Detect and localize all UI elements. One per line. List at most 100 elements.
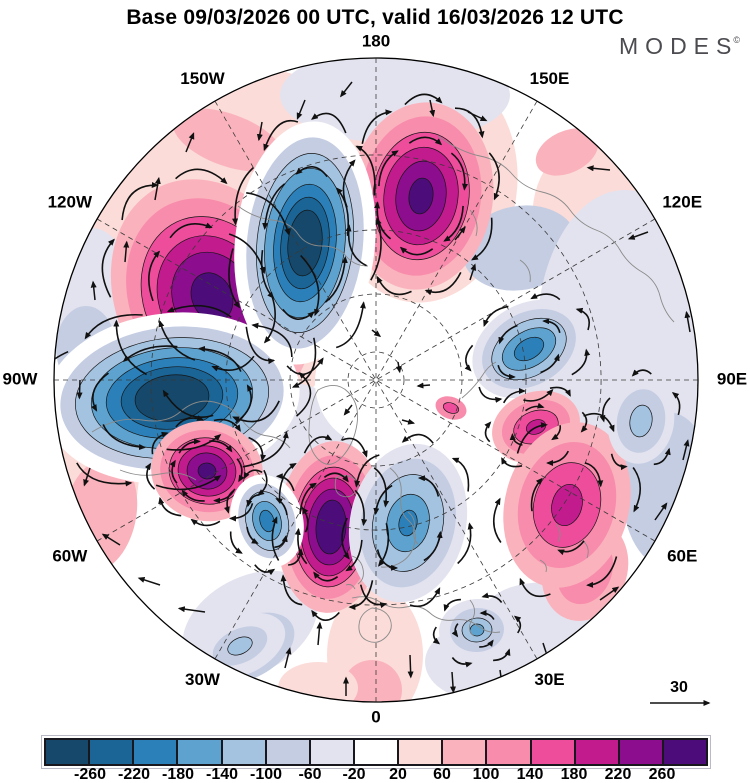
colorbar-cell xyxy=(619,740,664,764)
colorbar-cell xyxy=(46,740,91,764)
colorbar-cell xyxy=(531,740,576,764)
wind-arrow xyxy=(376,549,399,571)
wind-arrow xyxy=(232,400,280,423)
wind-arrow xyxy=(401,418,416,425)
wind-arrow xyxy=(291,337,317,388)
wind-arrow xyxy=(632,467,642,513)
wind-arrow xyxy=(498,324,518,345)
longitude-label: 60E xyxy=(667,546,697,565)
wind-arrow xyxy=(484,421,492,443)
wind-arrow xyxy=(377,522,390,567)
wind-arrow xyxy=(513,615,522,634)
wind-arrow xyxy=(627,231,649,240)
anomaly-contour xyxy=(227,636,253,656)
wind-arrow xyxy=(584,462,604,488)
colorbar-cell xyxy=(354,740,400,764)
wind-arrow xyxy=(178,438,201,454)
wind-arrow xyxy=(275,473,295,492)
anomaly-contour xyxy=(629,404,653,438)
wind-arrow xyxy=(488,152,500,201)
polar-map: 180 150W 120W 90W 60W 30W 0 30E 60E 90E 120E 150E 30 xyxy=(3,31,748,726)
anomaly-contour xyxy=(315,499,347,555)
longitude-label: 150W xyxy=(180,69,225,88)
wind-arrow xyxy=(361,109,393,144)
longitude-label: 120W xyxy=(48,193,93,212)
colorbar-tick-label: 60 xyxy=(433,766,451,783)
wind-arrow xyxy=(190,518,221,527)
wind-arrow xyxy=(525,402,545,412)
wind-arrow xyxy=(175,415,205,428)
wind-arrow xyxy=(91,372,109,412)
wind-arrows xyxy=(54,81,698,696)
wind-arrow xyxy=(313,571,339,582)
wind-arrow xyxy=(324,256,348,303)
wind-arrow xyxy=(236,458,245,483)
wind-arrow xyxy=(479,639,494,648)
wind-arrow xyxy=(84,313,143,340)
coastline xyxy=(461,361,497,399)
modes-logo-text: MODES xyxy=(619,33,739,59)
wind-arrow xyxy=(404,93,443,106)
longitude-label: 90E xyxy=(717,369,747,388)
wind-arrow xyxy=(378,150,399,187)
wind-arrow xyxy=(296,99,306,120)
wind-arrow xyxy=(169,459,178,484)
wind-arrow xyxy=(464,344,474,372)
longitude-label: 30W xyxy=(185,670,221,689)
wind-arrow xyxy=(371,329,382,338)
colorbar-tick-label: 220 xyxy=(604,766,632,783)
wind-arrow xyxy=(354,454,380,488)
wind-arrow xyxy=(83,467,91,487)
wind-arrow xyxy=(246,494,260,508)
wind-arrow xyxy=(262,183,286,230)
wind-arrow xyxy=(497,364,516,380)
wind-arrow xyxy=(155,475,222,491)
wind-arrow xyxy=(311,609,340,621)
wind-arrow xyxy=(492,497,502,543)
wind-arrow xyxy=(101,238,115,298)
wind-arrow xyxy=(148,250,161,302)
map-boundary xyxy=(53,57,699,703)
copyright-icon: © xyxy=(733,35,740,45)
wind-arrow xyxy=(417,475,440,497)
colorbar-ticks: -260 -220 -180 -140 -100 -60 -20 20 60 100 140 180 2… xyxy=(44,766,708,783)
colorbar-cell xyxy=(178,740,223,764)
wind-arrow xyxy=(401,433,434,444)
coastline xyxy=(91,400,291,449)
colorbar-cell xyxy=(443,740,488,764)
wind-arrow xyxy=(295,166,328,178)
wind-arrow xyxy=(301,506,309,533)
wind-arrow xyxy=(467,111,488,122)
wind-arrow xyxy=(471,217,493,261)
coastline xyxy=(358,607,392,643)
colorbar-cell xyxy=(487,740,532,764)
longitude-label: 150E xyxy=(530,69,570,88)
wind-arrow xyxy=(211,355,255,372)
wind-arrow xyxy=(303,434,333,454)
coastlines xyxy=(91,135,675,643)
wind-arrow xyxy=(288,548,304,566)
wind-arrow xyxy=(275,498,288,516)
wind-arrow xyxy=(481,592,503,603)
wind-arrow xyxy=(246,192,291,236)
wind-arrow xyxy=(339,81,353,98)
wind-arrow xyxy=(354,489,368,527)
wind-arrow xyxy=(450,671,457,694)
coastline xyxy=(469,599,475,637)
coastline xyxy=(437,135,675,323)
wind-arrow xyxy=(355,145,376,196)
wind-arrow xyxy=(546,450,570,466)
wind-arrow xyxy=(540,353,560,374)
wind-arrow xyxy=(423,530,443,562)
wind-arrow xyxy=(280,574,303,606)
wind-arrow xyxy=(395,361,402,374)
wind-arrow xyxy=(348,580,374,611)
wind-arrow xyxy=(90,280,97,301)
wind-arrow xyxy=(575,307,591,331)
colorbar-cell xyxy=(310,740,355,764)
wind-arrow xyxy=(399,246,434,256)
wind-arrow xyxy=(335,301,366,349)
wind-arrow xyxy=(501,457,523,468)
wind-arrow xyxy=(599,586,620,601)
